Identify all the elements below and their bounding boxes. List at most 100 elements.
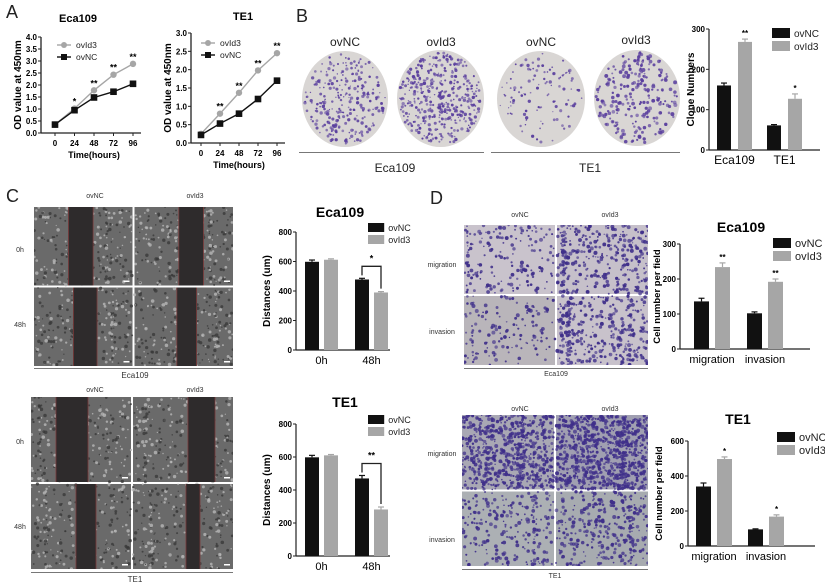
- svg-text:*: *: [370, 253, 374, 263]
- bar: [355, 279, 369, 350]
- panel-letter-c: C: [6, 186, 19, 206]
- panel-letter-a: A: [6, 2, 19, 22]
- plate-label-eca-ovnc: ovNC: [329, 35, 360, 49]
- transwell-images-te1: [460, 413, 650, 568]
- cell-line-label-te1: TE1: [127, 575, 143, 584]
- x-tick-label: migration: [691, 551, 736, 563]
- y-axis-label: OD value at 450nm: [13, 40, 24, 130]
- colony-plate-te1-ovnc: [497, 51, 585, 147]
- plate-label-eca-ovid3: ovId3: [426, 35, 456, 49]
- svg-text:48: 48: [235, 149, 244, 158]
- col-label-ovid3: ovId3: [601, 212, 619, 219]
- col-label-ovnc: ovNC: [511, 212, 529, 219]
- chart-title: TE1: [332, 394, 358, 410]
- svg-text:200: 200: [279, 317, 293, 326]
- svg-text:300: 300: [692, 25, 706, 34]
- bar: [717, 459, 732, 546]
- row-label-0h: 0h: [16, 247, 24, 254]
- x-axis-label: Time(hours): [213, 160, 265, 170]
- svg-text:24: 24: [216, 149, 225, 158]
- bar: [748, 529, 763, 546]
- svg-text:**: **: [273, 41, 281, 51]
- legend-label: ovNC: [76, 52, 97, 62]
- svg-text:**: **: [254, 58, 262, 68]
- svg-text:400: 400: [279, 486, 293, 495]
- bar: [769, 516, 784, 546]
- legend-label: ovNC: [799, 432, 825, 444]
- x-tick-label: TE1: [773, 153, 795, 167]
- bar: [715, 267, 730, 349]
- y-axis-label: OD value at 450nm: [163, 43, 174, 133]
- bar: [747, 313, 762, 349]
- colony-plate-eca-ovnc: [302, 51, 388, 147]
- svg-text:1.5: 1.5: [176, 84, 188, 93]
- svg-text:600: 600: [279, 258, 293, 267]
- legend-label: ovNC: [388, 223, 411, 233]
- legend-label: ovId3: [794, 42, 819, 53]
- legend-label: ovId3: [795, 251, 822, 263]
- divider-te1: [462, 569, 648, 570]
- cell-line-label-te1: TE1: [548, 573, 562, 580]
- bar: [374, 292, 388, 350]
- chart-title: TE1: [233, 11, 253, 23]
- line-chart-a-te1: TE1 0.0 0.5 1.0 1.5 2.0 2.5 3.0 0 24 48 72 96 Time(ho…: [163, 11, 285, 170]
- chart-title: TE1: [725, 411, 751, 427]
- svg-text:**: **: [90, 78, 98, 88]
- bar: [768, 281, 783, 349]
- row-label-48h: 48h: [14, 322, 26, 329]
- x-tick-label: invasion: [745, 354, 785, 366]
- legend-label: ovId3: [388, 427, 410, 437]
- cell-line-label-eca109: Eca109: [121, 371, 149, 380]
- plate-label-te1-ovnc: ovNC: [525, 35, 556, 49]
- svg-text:**: **: [216, 102, 224, 112]
- svg-text:**: **: [368, 450, 376, 460]
- wound-healing-images-te1: [29, 396, 235, 571]
- svg-text:0: 0: [53, 139, 58, 148]
- group-divider-eca109: [299, 152, 484, 153]
- group-divider-te1: [491, 152, 680, 153]
- bar: [767, 125, 781, 150]
- svg-text:2.0: 2.0: [176, 66, 188, 75]
- legend-label: ovNC: [220, 50, 241, 60]
- y-axis-label: Cell number per field: [654, 446, 665, 541]
- svg-text:96: 96: [273, 149, 282, 158]
- svg-text:0: 0: [288, 346, 293, 355]
- row-label-invasion: invasion: [429, 537, 455, 544]
- col-label-ovnc: ovNC: [511, 406, 529, 413]
- bar: [324, 455, 338, 556]
- panel-letter-d: D: [430, 188, 443, 208]
- svg-text:**: **: [742, 29, 749, 38]
- panel-letter-b: B: [296, 6, 309, 26]
- legend-label: ovNC: [795, 238, 823, 250]
- cell-line-label-eca109: Eca109: [374, 161, 416, 175]
- svg-text:1.0: 1.0: [26, 105, 38, 114]
- col-label-ovid3: ovId3: [601, 406, 619, 413]
- svg-text:200: 200: [279, 519, 293, 528]
- col-label-ovid3: ovId3: [186, 193, 204, 200]
- x-tick-label: Eca109: [714, 153, 755, 167]
- x-tick-label: 0h: [315, 561, 327, 573]
- col-label-ovnc: ovNC: [86, 193, 104, 200]
- svg-text:72: 72: [254, 149, 263, 158]
- svg-text:3.5: 3.5: [26, 45, 38, 54]
- legend-label: ovId3: [799, 445, 825, 457]
- chart-title: Eca109: [316, 204, 364, 220]
- row-label-invasion: invasion: [429, 329, 455, 336]
- svg-text:2.5: 2.5: [176, 47, 188, 56]
- row-label-migration: migration: [427, 451, 457, 458]
- svg-text:**: **: [235, 81, 243, 91]
- bar-chart-c-te1-distances: TE1 0 200 400 600 800 Distances (um) 0h 48h ** ovN…: [262, 394, 411, 573]
- bar-chart-b-clone-numbers: 0 100 200 300 Clone Numbers Eca109 ** TE1 * ovNC o…: [686, 25, 820, 167]
- bar: [374, 509, 388, 556]
- legend-label: ovId3: [76, 40, 97, 50]
- svg-text:0: 0: [288, 552, 293, 561]
- svg-text:0.0: 0.0: [26, 129, 38, 138]
- svg-text:2.5: 2.5: [26, 69, 38, 78]
- svg-text:800: 800: [279, 420, 293, 429]
- x-tick-label: 48h: [362, 355, 380, 367]
- svg-text:**: **: [110, 63, 118, 73]
- divider-te1: [31, 572, 233, 573]
- svg-text:100: 100: [692, 106, 706, 115]
- divider-eca109: [34, 368, 233, 369]
